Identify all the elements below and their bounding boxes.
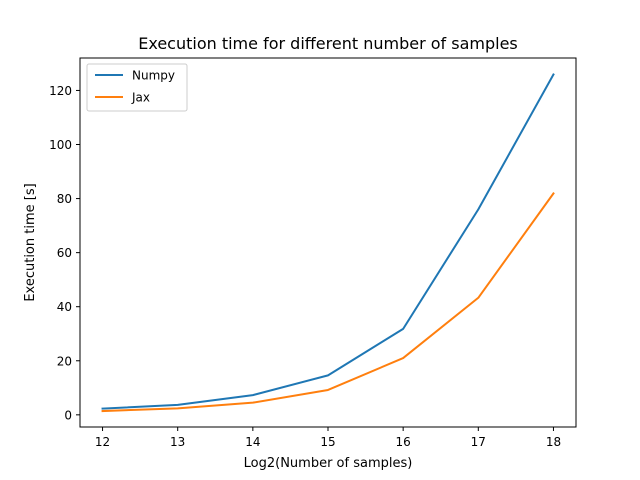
y-tick-label-60: 60 xyxy=(57,246,72,260)
x-axis-label: Log2(Number of samples) xyxy=(244,456,413,471)
x-tick-label-14: 14 xyxy=(245,435,260,449)
x-axis-ticks: 12 13 14 15 16 17 18 xyxy=(95,427,561,449)
y-tick-label-80: 80 xyxy=(57,192,72,206)
chart-title: Execution time for different number of s… xyxy=(138,34,518,53)
legend: Numpy Jax xyxy=(86,63,188,112)
y-axis-label: Execution time [s] xyxy=(23,183,38,301)
y-axis-ticks: 0 20 40 60 80 100 120 xyxy=(49,84,80,422)
x-tick-label-15: 15 xyxy=(320,435,335,449)
x-tick-label-18: 18 xyxy=(546,435,561,449)
series-layer xyxy=(101,73,555,413)
y-tick-label-40: 40 xyxy=(57,300,72,314)
x-tick-label-17: 17 xyxy=(471,435,486,449)
legend-label-numpy: Numpy xyxy=(132,69,175,83)
x-tick-label-13: 13 xyxy=(170,435,185,449)
y-tick-label-120: 120 xyxy=(49,84,72,98)
y-tick-label-0: 0 xyxy=(64,408,72,422)
x-tick-label-16: 16 xyxy=(396,435,411,449)
x-tick-label-12: 12 xyxy=(95,435,110,449)
y-tick-label-100: 100 xyxy=(49,138,72,152)
y-tick-label-20: 20 xyxy=(57,354,72,368)
legend-label-jax: Jax xyxy=(131,91,150,105)
